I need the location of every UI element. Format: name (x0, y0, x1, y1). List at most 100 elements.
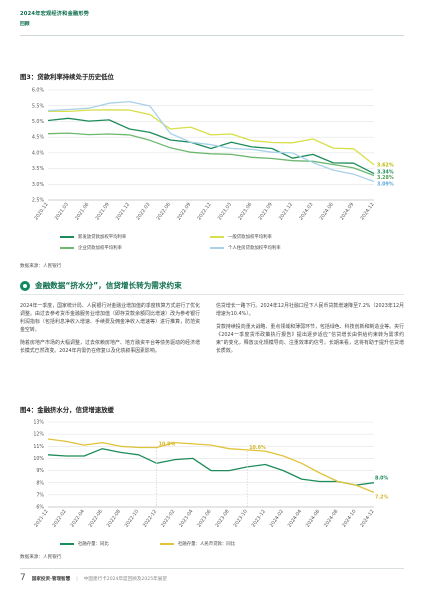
legend-item: 社融存量：同比 (60, 541, 109, 547)
footer-separator: | (76, 577, 78, 582)
y-tick-label: 13% (33, 420, 44, 426)
x-tick-label: 2020.12 (33, 202, 49, 222)
x-tick-label: 2023-02 (160, 509, 176, 529)
end-value-label: 3.28% (377, 175, 394, 181)
body-paragraph: 随着房地产市场的大幅调整，过去依赖房地产、地方融资平台等债务驱动的经济增长模式已… (20, 339, 200, 355)
x-tick-label: 2022.12 (196, 202, 212, 222)
x-tick-label: 2024-12 (359, 509, 375, 529)
report-header: 2024年宏观经济和金融形势 回顾 (20, 10, 89, 27)
y-tick-label: 7% (36, 492, 44, 498)
series-line (47, 448, 375, 486)
footer-subtitle: 中国建行卡2024年度回顾及2025年展望 (83, 577, 167, 582)
x-tick-label: 2023-12 (251, 509, 267, 529)
y-tick-label: 12% (33, 432, 44, 438)
x-tick-label: 2021.09 (94, 202, 110, 222)
y-tick-label: 4.0% (32, 150, 45, 156)
series-line (47, 117, 375, 175)
series-line (47, 438, 375, 494)
y-tick-label: 3.0% (32, 182, 45, 188)
body-right-column: 信贷增长一路下行。2024年12月社融口径下人民币贷款增速降至7.2%（2023… (216, 302, 404, 360)
figure4-source: 数据来源：人民银行 (20, 555, 62, 560)
x-tick-label: 2023-06 (196, 509, 212, 529)
x-tick-label: 2021.06 (74, 202, 90, 222)
y-tick-label: 4.5% (32, 135, 45, 141)
body-paragraph: 信贷增长一路下行。2024年12月社融口径下人民币贷款增速降至7.2%（2023… (216, 303, 404, 318)
x-tick-label: 2023-10 (232, 509, 248, 529)
footer-divider (20, 568, 404, 569)
annotation-label: 10.6% (249, 445, 266, 451)
x-tick-label: 2021.12 (115, 202, 131, 222)
y-tick-label: 5.5% (32, 103, 45, 109)
body-paragraph: 贷款持续投向重大战略、重点领域和薄弱环节，包括绿色、科技创新和制造业等。央行《2… (216, 323, 404, 355)
series-line (47, 100, 375, 183)
legend-swatch (60, 543, 74, 545)
x-tick-label: 2023.06 (237, 202, 253, 222)
y-tick-label: 2.5% (32, 198, 45, 204)
x-tick-label: 2024-02 (269, 509, 285, 529)
legend-label: 企业贷款加权平均利率 (78, 246, 122, 251)
legend-item: 新发放贷款加权平均利率 (60, 234, 126, 240)
section-bullet-icon (20, 280, 30, 291)
end-value-label: 3.62% (377, 163, 394, 169)
legend-item: 社融存量：人民币贷款：同比 (160, 541, 235, 547)
x-tick-label: 2021.03 (54, 202, 70, 222)
body-left-column: 2024年一季度，国家统计局、人民银行对金融业增加值的季度核算方式进行了优化调整… (20, 302, 200, 360)
y-tick-label: 8% (36, 480, 44, 486)
figure3-source: 数据来源：人民银行 (20, 264, 62, 269)
x-tick-label: 2023.12 (278, 202, 294, 222)
body-paragraph: 2024年一季度，国家统计局、人民银行对金融业增加值的季度核算方式进行了优化调整… (20, 303, 200, 334)
x-tick-label: 2024-08 (323, 509, 339, 529)
x-tick-label: 2023-04 (178, 509, 194, 529)
x-tick-label: 2024-04 (287, 509, 303, 529)
x-tick-label: 2024.06 (319, 202, 335, 222)
y-tick-label: 3.5% (32, 166, 45, 172)
x-tick-label: 2023.09 (257, 202, 273, 222)
annotation-label: 10.9% (159, 442, 176, 448)
end-value-label: 3.34% (377, 170, 394, 176)
figure3-legend: 新发放贷款加权平均利率 一般贷款加权平均利率 企业贷款加权平均利率 个人住房贷款… (60, 234, 360, 258)
legend-item: 个人住房贷款加权平均利率 (210, 245, 281, 251)
figure3-chart: 6.0% 5.5% 5.0% 4.5% 4.0% 3.5% 3.0% 2.5% 2020.12 2… (20, 84, 404, 234)
x-tick-label: 2024.09 (339, 202, 355, 222)
figure4-plot: 13%12%11%10%9%8%7%6%2021-12 2022-02 2022-0… (33, 420, 388, 529)
header-title: 2024年宏观经济和金融形势 (20, 11, 90, 17)
legend-label: 社融存量：人民币贷款：同比 (178, 542, 236, 547)
x-tick-label: 2022-02 (51, 509, 67, 529)
page-number: 7 (20, 573, 26, 583)
y-tick-label: 6% (36, 505, 44, 511)
section-bullet-inner (23, 283, 27, 288)
annotation-label: 7.2% (375, 494, 388, 500)
legend-swatch (60, 247, 74, 249)
section-heading: 金融数据“挤水分”，信贷增长转为需求约束 (20, 280, 182, 291)
series-line (48, 109, 375, 166)
figure4-chart: 13% 12% 11% 10% 9% 8% 7% 6% 2021-12 2022-02 2022-0… (20, 417, 404, 541)
legend-item: 企业贷款加权平均利率 (60, 245, 122, 251)
figure3-plot: 6.0% 5.5% 5.0% 4.5% 4.0% 3.5% 3.0% 2.5%2020.12 2… (32, 88, 394, 222)
section-divider (20, 294, 404, 295)
legend-swatch (210, 236, 224, 238)
x-tick-label: 2022-10 (124, 509, 140, 529)
x-tick-label: 2022-08 (106, 509, 122, 529)
y-tick-label: 9% (36, 468, 44, 474)
x-tick-label: 2024-10 (341, 509, 357, 529)
figure4-legend: 社融存量：同比 社融存量：人民币贷款：同比 (60, 541, 360, 551)
legend-label: 个人住房贷款加权平均利率 (228, 246, 281, 251)
page-footer: 7 国家投资·管理智慧 | 中国建行卡2024年度回顾及2025年展望 (20, 573, 167, 583)
header-divider (20, 35, 404, 36)
x-tick-label: 2022-12 (142, 509, 158, 529)
figure3-title: 图3：贷款利率持续处于历史低位 (20, 73, 114, 81)
footer-brand: 国家投资·管理智慧 (31, 577, 71, 582)
end-value-label: 3.09% (377, 181, 394, 187)
x-tick-label: 2024.03 (298, 202, 314, 222)
x-tick-label: 2023.03 (217, 202, 233, 222)
x-tick-label: 2023-08 (214, 509, 230, 529)
legend-label: 新发放贷款加权平均利率 (78, 235, 127, 240)
x-tick-label: 2022.09 (176, 202, 192, 222)
x-tick-label: 2024.12 (359, 202, 375, 222)
legend-swatch (210, 247, 224, 249)
x-tick-label: 2022-04 (69, 509, 85, 529)
x-tick-label: 2022.06 (156, 202, 172, 222)
y-tick-label: 6.0% (32, 88, 45, 94)
legend-label: 一般贷款加权平均利率 (228, 235, 272, 240)
figure4-title: 图4：金融挤水分，信贷增速放缓 (20, 406, 114, 414)
